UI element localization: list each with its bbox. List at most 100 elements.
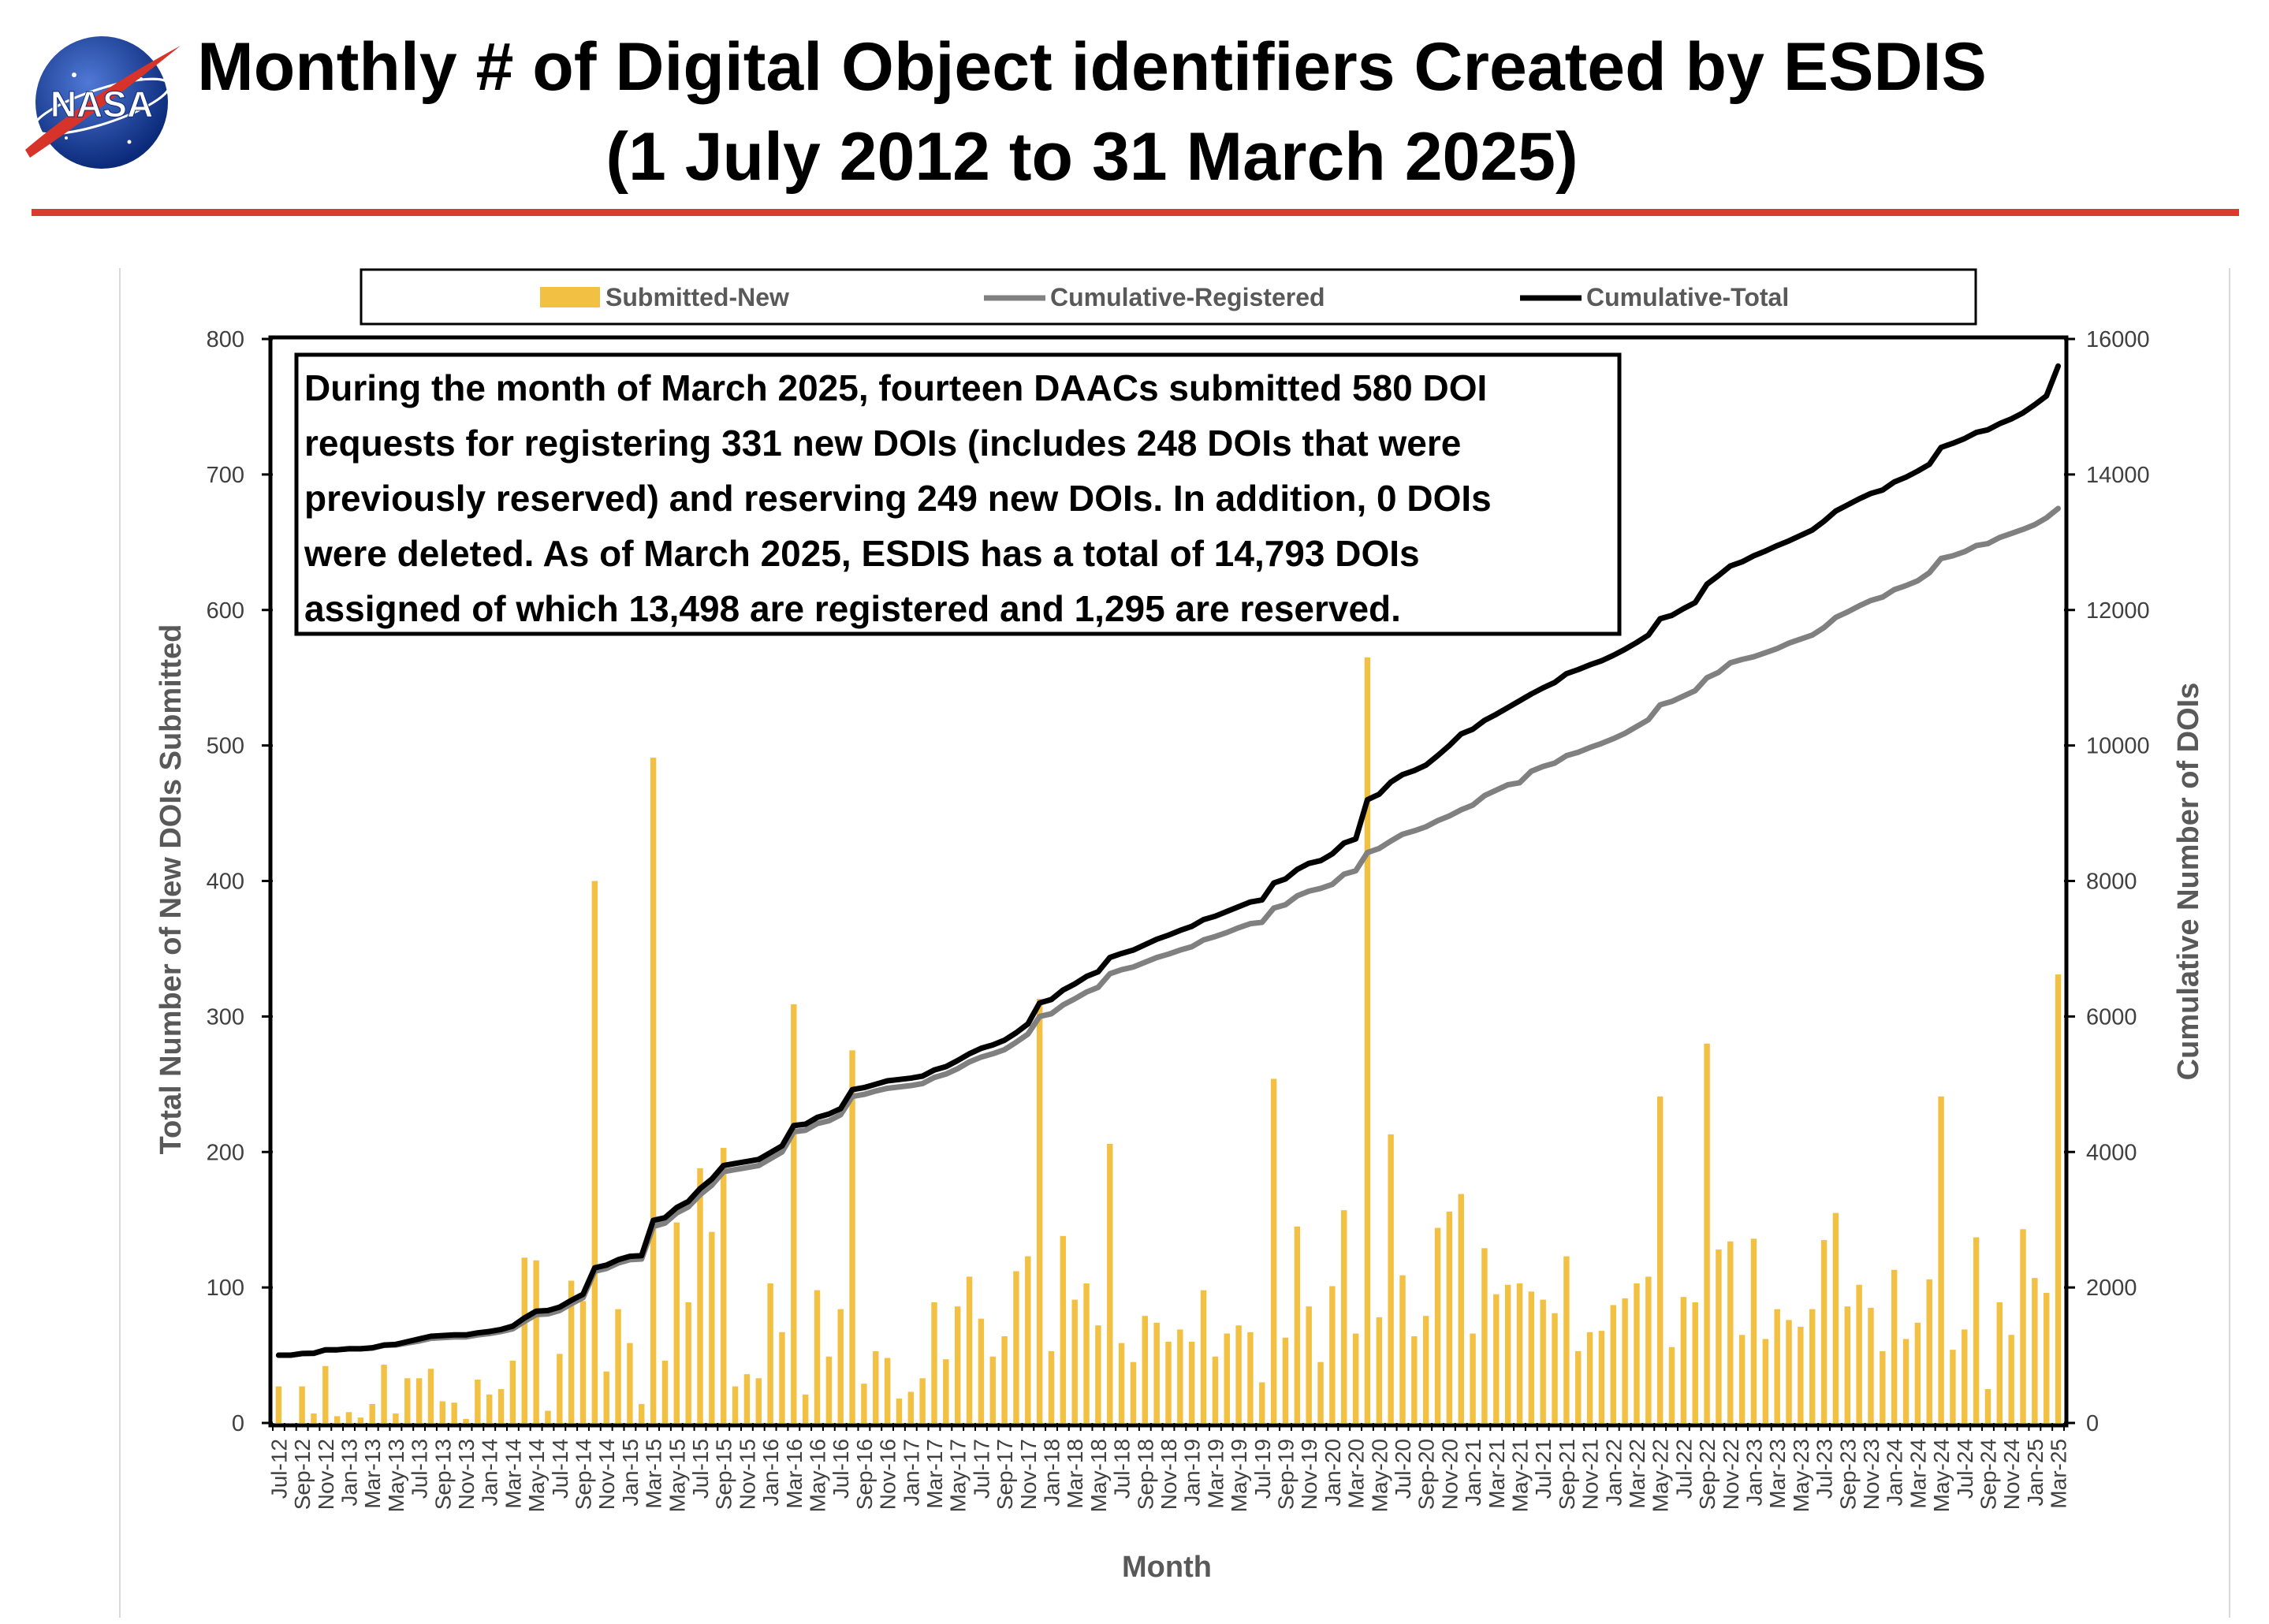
annotation-line-4: were deleted. As of March 2025, ESDIS ha… xyxy=(304,533,1420,574)
bar-Oct-24 xyxy=(1996,1302,2003,1423)
bar-Oct-18 xyxy=(1153,1322,1160,1423)
bar-Mar-18 xyxy=(1071,1299,1078,1423)
x-tick-label-Jan-19: Jan-19 xyxy=(1180,1439,1205,1507)
bar-Dec-18 xyxy=(1177,1329,1183,1423)
bar-Dec-23 xyxy=(1880,1350,1886,1423)
x-tick-label-Mar-18: Mar-18 xyxy=(1063,1439,1087,1509)
x-tick-label-Mar-16: Mar-16 xyxy=(782,1439,807,1509)
bar-Dec-16 xyxy=(896,1399,903,1423)
bar-Mar-13 xyxy=(369,1403,375,1423)
x-tick-label-May-19: May-19 xyxy=(1227,1439,1251,1512)
bar-Mar-25 xyxy=(2055,974,2062,1423)
bar-May-15 xyxy=(673,1222,680,1424)
bar-Feb-17 xyxy=(919,1378,926,1423)
y2-tick-label-6000: 6000 xyxy=(2086,1004,2137,1030)
bar-Feb-22 xyxy=(1622,1298,1628,1424)
y-tick-label-0: 0 xyxy=(232,1411,244,1436)
x-tick-label-Jan-14: Jan-14 xyxy=(478,1439,502,1507)
y-tick-label-300: 300 xyxy=(207,1004,244,1030)
y2-tick-label-10000: 10000 xyxy=(2086,734,2150,759)
x-tick-label-Jan-13: Jan-13 xyxy=(337,1439,362,1507)
bar-Dec-19 xyxy=(1317,1361,1324,1423)
x-tick-label-Jul-21: Jul-21 xyxy=(1531,1439,1556,1499)
x-tick-label-May-14: May-14 xyxy=(524,1439,549,1512)
x-tick-label-Nov-15: Nov-15 xyxy=(735,1439,759,1510)
bar-Jan-23 xyxy=(1750,1238,1757,1423)
y2-tick-label-2000: 2000 xyxy=(2086,1276,2137,1301)
bar-Sep-22 xyxy=(1704,1043,1710,1423)
bar-Oct-17 xyxy=(1013,1271,1019,1423)
bar-Sep-24 xyxy=(1984,1389,1991,1423)
bar-Jan-20 xyxy=(1329,1286,1336,1423)
x-axis-title: Month xyxy=(1122,1551,1212,1584)
annotation-line-2: requests for registering 331 new DOIs (i… xyxy=(304,423,1461,464)
chart-frame xyxy=(119,268,2230,1618)
y2-tick-label-8000: 8000 xyxy=(2086,870,2137,895)
bar-Jul-20 xyxy=(1399,1275,1406,1423)
bar-Sep-14 xyxy=(579,1301,587,1423)
x-tick-label-Sep-20: Sep-20 xyxy=(1414,1439,1439,1510)
bar-Jan-21 xyxy=(1470,1333,1476,1423)
y2-tick-label-4000: 4000 xyxy=(2086,1140,2137,1165)
bar-Apr-23 xyxy=(1786,1320,1792,1424)
bar-May-18 xyxy=(1095,1325,1101,1423)
bar-Apr-19 xyxy=(1224,1333,1230,1423)
x-tick-label-May-22: May-22 xyxy=(1649,1439,1673,1512)
bar-Sep-18 xyxy=(1142,1316,1149,1423)
x-tick-label-Mar-17: Mar-17 xyxy=(922,1439,947,1509)
y2-tick-label-16000: 16000 xyxy=(2086,327,2150,352)
bar-Sep-13 xyxy=(439,1401,446,1423)
bar-Nov-16 xyxy=(884,1358,891,1423)
bar-Aug-21 xyxy=(1552,1313,1558,1423)
x-tick-label-May-15: May-15 xyxy=(665,1439,689,1512)
bar-Aug-20 xyxy=(1411,1336,1418,1423)
x-tick-label-Nov-14: Nov-14 xyxy=(594,1439,619,1510)
chart-title: Monthly # of Digital Object identifiers … xyxy=(118,22,2066,202)
bar-Sep-16 xyxy=(861,1384,867,1423)
x-tick-label-Nov-19: Nov-19 xyxy=(1297,1439,1321,1510)
bar-May-14 xyxy=(533,1260,539,1423)
bar-Sep-20 xyxy=(1422,1316,1429,1423)
bar-Oct-19 xyxy=(1294,1226,1301,1423)
bar-Jul-12 xyxy=(275,1386,282,1423)
x-tick-label-Mar-13: Mar-13 xyxy=(360,1439,385,1509)
bar-Jul-18 xyxy=(1118,1343,1125,1423)
bar-Dec-17 xyxy=(1036,999,1043,1423)
x-tick-label-May-17: May-17 xyxy=(946,1439,971,1512)
y-tick-label-800: 800 xyxy=(207,327,244,352)
bar-Nov-22 xyxy=(1727,1241,1734,1423)
x-tick-label-Mar-19: Mar-19 xyxy=(1203,1439,1228,1509)
bar-Jun-21 xyxy=(1528,1291,1535,1423)
x-tick-label-Jan-20: Jan-20 xyxy=(1321,1439,1345,1507)
x-tick-label-Jul-14: Jul-14 xyxy=(548,1439,572,1499)
x-tick-label-Jul-20: Jul-20 xyxy=(1391,1439,1415,1499)
legend-box xyxy=(360,268,1977,326)
nasa-logo-text: NASA xyxy=(50,84,153,125)
bar-Aug-14 xyxy=(568,1280,575,1423)
bar-May-23 xyxy=(1798,1326,1804,1423)
x-tick-label-Jul-18: Jul-18 xyxy=(1110,1439,1134,1499)
bar-Jul-19 xyxy=(1259,1382,1265,1423)
bar-Feb-18 xyxy=(1060,1235,1067,1423)
bar-Oct-14 xyxy=(591,881,598,1423)
x-tick-label-Mar-14: Mar-14 xyxy=(501,1439,525,1509)
y2-axis-ticks: 0 2000 4000 6000 8000 10000 12000 14000 16000 xyxy=(2064,327,2150,1436)
bar-Nov-24 xyxy=(2008,1335,2014,1423)
bar-Jun-16 xyxy=(825,1356,833,1423)
bar-Nov-14 xyxy=(603,1371,609,1423)
x-tick-label-Sep-15: Sep-15 xyxy=(712,1439,736,1510)
bar-Jun-19 xyxy=(1247,1332,1254,1423)
x-tick-label-Jan-17: Jan-17 xyxy=(899,1439,923,1507)
bar-Apr-17 xyxy=(943,1359,949,1423)
bar-Nov-12 xyxy=(322,1365,329,1423)
y2-tick-label-0: 0 xyxy=(2086,1411,2099,1436)
bar-Nov-15 xyxy=(743,1374,751,1424)
y-tick-label-200: 200 xyxy=(207,1140,244,1165)
bar-Jul-16 xyxy=(837,1309,844,1424)
y-tick-label-500: 500 xyxy=(207,734,244,759)
bar-Dec-24 xyxy=(2020,1229,2026,1423)
bar-Dec-21 xyxy=(1598,1331,1605,1424)
line-cumulative-registered xyxy=(275,505,2062,1358)
bar-series-submitted-new xyxy=(275,657,2062,1424)
